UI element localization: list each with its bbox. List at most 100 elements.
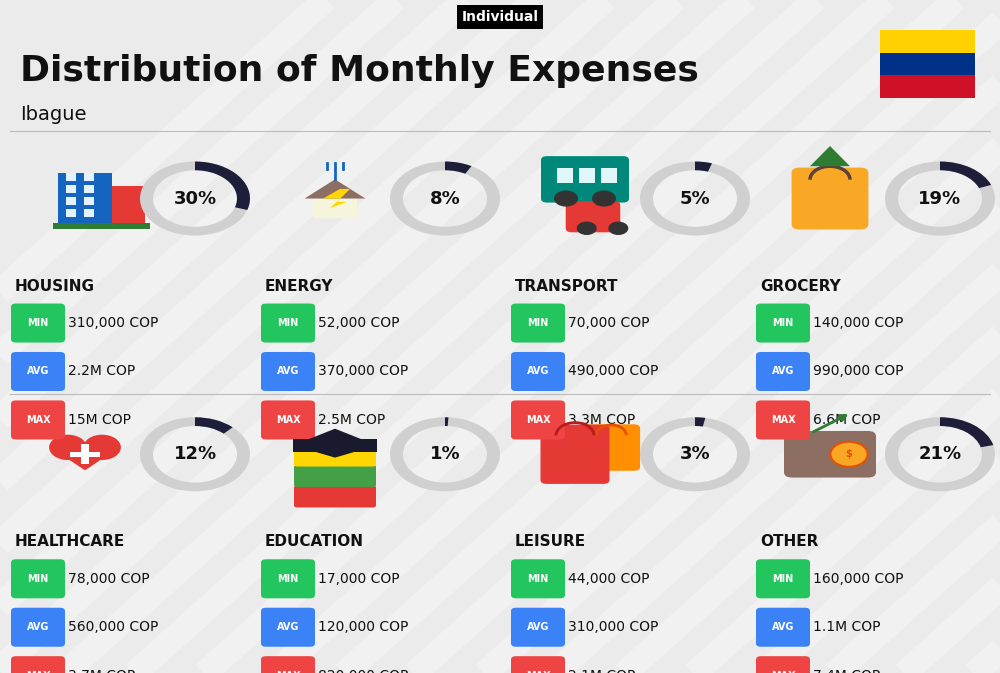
FancyBboxPatch shape bbox=[11, 559, 65, 598]
Text: GROCERY: GROCERY bbox=[760, 279, 841, 293]
Text: 490,000 COP: 490,000 COP bbox=[568, 365, 658, 378]
Text: 3.3M COP: 3.3M COP bbox=[568, 413, 635, 427]
FancyBboxPatch shape bbox=[756, 656, 810, 673]
Text: 990,000 COP: 990,000 COP bbox=[813, 365, 904, 378]
Text: MIN: MIN bbox=[527, 318, 549, 328]
FancyBboxPatch shape bbox=[66, 173, 76, 181]
Text: 1.1M COP: 1.1M COP bbox=[813, 621, 881, 634]
Text: MAX: MAX bbox=[771, 415, 795, 425]
Text: MAX: MAX bbox=[771, 671, 795, 673]
Wedge shape bbox=[940, 417, 993, 448]
Text: 160,000 COP: 160,000 COP bbox=[813, 572, 904, 586]
Text: 310,000 COP: 310,000 COP bbox=[68, 316, 158, 330]
FancyBboxPatch shape bbox=[511, 400, 565, 439]
Text: 5%: 5% bbox=[680, 190, 710, 207]
Text: 1%: 1% bbox=[430, 446, 460, 463]
Wedge shape bbox=[195, 417, 233, 433]
Text: OTHER: OTHER bbox=[760, 534, 818, 549]
Text: 19%: 19% bbox=[918, 190, 962, 207]
FancyBboxPatch shape bbox=[511, 304, 565, 343]
Text: 2.5M COP: 2.5M COP bbox=[318, 413, 385, 427]
Text: Distribution of Monthly Expenses: Distribution of Monthly Expenses bbox=[20, 54, 699, 87]
Text: MIN: MIN bbox=[27, 318, 49, 328]
FancyBboxPatch shape bbox=[511, 656, 565, 673]
Wedge shape bbox=[390, 417, 500, 491]
FancyBboxPatch shape bbox=[511, 352, 565, 391]
FancyBboxPatch shape bbox=[756, 304, 810, 343]
Text: 3%: 3% bbox=[680, 446, 710, 463]
FancyBboxPatch shape bbox=[756, 400, 810, 439]
Text: TRANSPORT: TRANSPORT bbox=[515, 279, 618, 293]
Wedge shape bbox=[640, 417, 750, 491]
FancyBboxPatch shape bbox=[880, 75, 975, 98]
Wedge shape bbox=[885, 162, 995, 236]
Text: MAX: MAX bbox=[526, 415, 550, 425]
Circle shape bbox=[554, 190, 578, 207]
FancyBboxPatch shape bbox=[84, 173, 94, 181]
Wedge shape bbox=[445, 417, 448, 426]
Text: MIN: MIN bbox=[772, 574, 794, 583]
Text: AVG: AVG bbox=[772, 623, 794, 632]
FancyBboxPatch shape bbox=[261, 608, 315, 647]
FancyBboxPatch shape bbox=[11, 656, 65, 673]
Text: 21%: 21% bbox=[918, 446, 962, 463]
Text: 30%: 30% bbox=[173, 190, 217, 207]
Text: 8%: 8% bbox=[430, 190, 460, 207]
FancyBboxPatch shape bbox=[261, 304, 315, 343]
FancyBboxPatch shape bbox=[557, 168, 573, 183]
Text: MAX: MAX bbox=[26, 671, 50, 673]
Text: 6.6M COP: 6.6M COP bbox=[813, 413, 881, 427]
Text: 310,000 COP: 310,000 COP bbox=[568, 621, 658, 634]
Text: MIN: MIN bbox=[277, 318, 299, 328]
FancyBboxPatch shape bbox=[261, 559, 315, 598]
Text: 70,000 COP: 70,000 COP bbox=[568, 316, 650, 330]
Text: MIN: MIN bbox=[527, 574, 549, 583]
Text: 2.1M COP: 2.1M COP bbox=[568, 669, 635, 673]
Wedge shape bbox=[390, 162, 500, 236]
Wedge shape bbox=[195, 162, 250, 210]
FancyBboxPatch shape bbox=[293, 439, 377, 452]
Text: AVG: AVG bbox=[527, 623, 549, 632]
Circle shape bbox=[49, 435, 87, 460]
Text: MAX: MAX bbox=[276, 415, 300, 425]
Text: 12%: 12% bbox=[173, 446, 217, 463]
Circle shape bbox=[592, 190, 616, 207]
Polygon shape bbox=[323, 189, 350, 208]
Text: AVG: AVG bbox=[527, 367, 549, 376]
FancyBboxPatch shape bbox=[84, 209, 94, 217]
FancyBboxPatch shape bbox=[84, 185, 94, 193]
FancyBboxPatch shape bbox=[58, 173, 112, 224]
FancyBboxPatch shape bbox=[294, 445, 376, 466]
Text: 560,000 COP: 560,000 COP bbox=[68, 621, 158, 634]
FancyBboxPatch shape bbox=[784, 431, 876, 478]
Text: MAX: MAX bbox=[276, 671, 300, 673]
Circle shape bbox=[577, 221, 597, 235]
FancyBboxPatch shape bbox=[66, 209, 76, 217]
Text: 7.4M COP: 7.4M COP bbox=[813, 669, 880, 673]
FancyBboxPatch shape bbox=[11, 400, 65, 439]
Text: ENERGY: ENERGY bbox=[265, 279, 334, 293]
Circle shape bbox=[83, 435, 121, 460]
FancyBboxPatch shape bbox=[294, 465, 376, 487]
FancyBboxPatch shape bbox=[11, 608, 65, 647]
Wedge shape bbox=[940, 162, 991, 188]
Circle shape bbox=[608, 221, 628, 235]
Wedge shape bbox=[885, 417, 995, 491]
Text: AVG: AVG bbox=[27, 367, 49, 376]
FancyBboxPatch shape bbox=[107, 186, 145, 224]
Text: EDUCATION: EDUCATION bbox=[265, 534, 364, 549]
Text: LEISURE: LEISURE bbox=[515, 534, 586, 549]
FancyBboxPatch shape bbox=[70, 452, 100, 457]
Circle shape bbox=[830, 441, 868, 467]
FancyBboxPatch shape bbox=[11, 304, 65, 343]
FancyBboxPatch shape bbox=[540, 425, 609, 484]
FancyBboxPatch shape bbox=[81, 444, 88, 464]
Text: 52,000 COP: 52,000 COP bbox=[318, 316, 400, 330]
FancyBboxPatch shape bbox=[11, 352, 65, 391]
Text: 140,000 COP: 140,000 COP bbox=[813, 316, 903, 330]
FancyBboxPatch shape bbox=[511, 608, 565, 647]
Text: 17,000 COP: 17,000 COP bbox=[318, 572, 400, 586]
Text: HOUSING: HOUSING bbox=[15, 279, 95, 293]
FancyBboxPatch shape bbox=[756, 559, 810, 598]
FancyBboxPatch shape bbox=[756, 608, 810, 647]
